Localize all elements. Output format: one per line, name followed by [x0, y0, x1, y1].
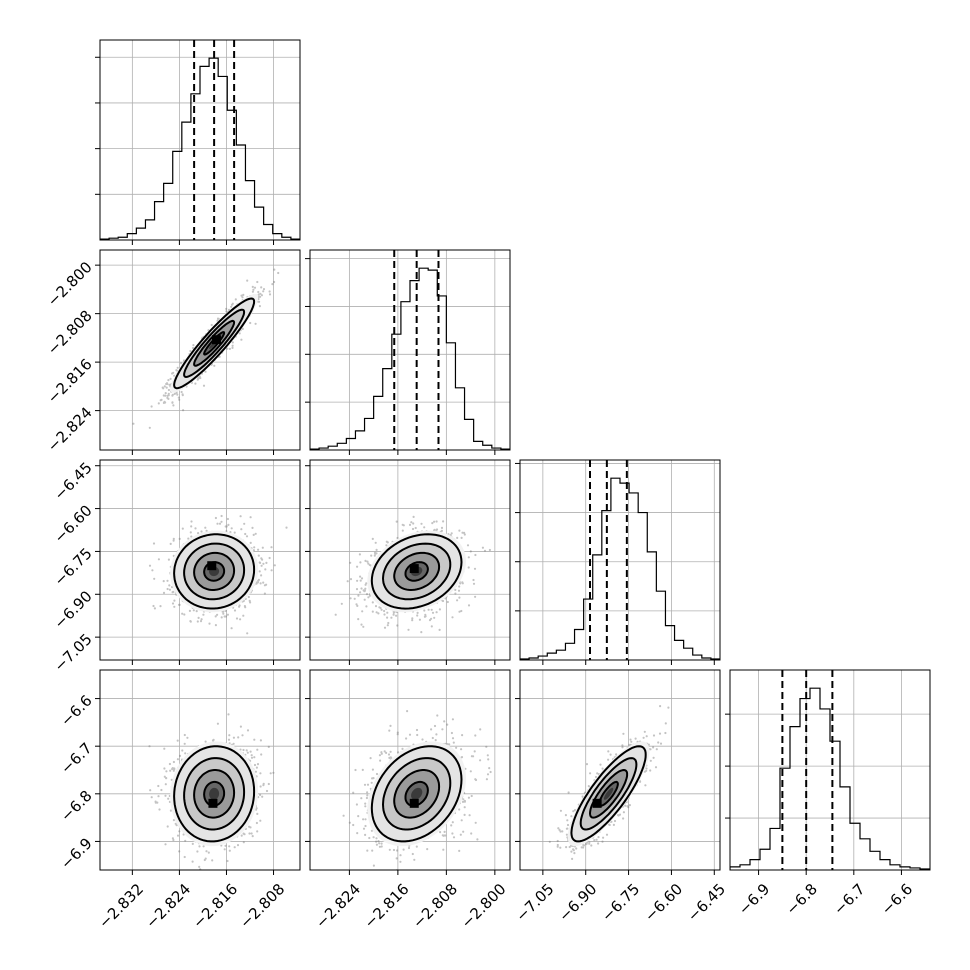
panel-frame: [309, 459, 511, 661]
panel-2-0: −7.05−6.90−6.75−6.60−6.45: [50, 459, 301, 675]
x-tick-label: −2.824: [312, 880, 364, 932]
panel-frame: [729, 669, 931, 871]
contour-line-3: [173, 297, 256, 390]
contour-line-0: [598, 780, 619, 807]
y-tick-label: −2.800: [44, 258, 96, 310]
y-tick-label: −6.90: [50, 587, 95, 632]
y-tick-label: −2.808: [44, 307, 96, 359]
density-2-0: [148, 514, 288, 635]
density-2-1: [334, 515, 492, 634]
density-peak: [211, 335, 221, 345]
x-tick-label: −6.90: [555, 880, 600, 925]
x-tick-label: −2.800: [458, 880, 510, 932]
panel-3-2: −7.05−6.90−6.75−6.60−6.45: [512, 669, 729, 925]
y-tick-label: −6.6: [57, 692, 95, 730]
contour-line-2: [579, 757, 638, 831]
x-tick-label: −2.832: [95, 880, 147, 932]
x-tick-label: −2.808: [236, 880, 288, 932]
x-tick-label: −2.808: [409, 880, 461, 932]
y-tick-label: −7.05: [50, 630, 95, 675]
panel-3-3: −6.9 −6.8 −6.7 −6.6: [725, 669, 931, 919]
panel-frame: [99, 669, 301, 871]
density-peak: [208, 798, 218, 808]
panel-3-0: −2.832−2.824−2.816−2.808 −6.9 −6.8 −6.7 −6.6: [57, 669, 301, 932]
x-tick-label: −6.60: [641, 880, 686, 925]
contour-line-2: [183, 542, 246, 601]
y-tick-label: −6.7: [57, 739, 95, 777]
panel-frame: [309, 249, 511, 451]
contour-line-2: [183, 308, 246, 379]
contour-line-0: [203, 561, 226, 582]
panel-3-1: −2.824−2.816−2.808−2.800: [305, 669, 511, 932]
x-tick-label: −6.7: [830, 880, 868, 918]
panel-frame: [99, 39, 301, 241]
x-tick-label: −2.816: [189, 880, 241, 932]
histogram-2: [520, 477, 720, 660]
panel-1-0: −2.824−2.816−2.808−2.800: [44, 249, 301, 456]
density-fill: [411, 787, 423, 800]
contour-line-2: [381, 757, 452, 831]
panel-frame: [309, 669, 511, 871]
contour-line-3: [370, 533, 463, 610]
x-tick-label: −6.6: [878, 880, 916, 918]
contour-line-0: [404, 780, 429, 807]
density-peak: [409, 798, 419, 808]
y-tick-label: −2.816: [44, 355, 96, 407]
contour-line-1: [393, 551, 441, 592]
y-tick-label: −6.8: [57, 787, 95, 825]
x-tick-label: −6.8: [782, 880, 820, 918]
contour-line-3: [570, 745, 647, 843]
density-fill: [209, 787, 220, 800]
histogram-0: [100, 57, 300, 240]
panel-2-2: [515, 459, 721, 665]
panel-frame: [519, 669, 721, 871]
contour-line-3: [173, 533, 256, 610]
x-tick-label: −6.9: [735, 880, 773, 918]
y-tick-label: −6.45: [50, 459, 95, 504]
density-peak: [207, 561, 217, 571]
density-peak: [592, 798, 602, 808]
contour-line-0: [404, 561, 429, 582]
histogram-1: [310, 267, 510, 450]
contour-line-1: [193, 769, 236, 819]
contour-line-0: [203, 780, 226, 807]
panel-frame: [99, 459, 301, 661]
density-3-1: [342, 710, 492, 870]
contour-line-2: [183, 757, 246, 831]
panel-2-1: [305, 459, 511, 665]
density-3-0: [148, 713, 275, 870]
panel-1-1: [305, 249, 511, 455]
density-fill: [603, 787, 614, 800]
contour-line-1: [393, 769, 441, 819]
contour-line-1: [193, 319, 236, 367]
y-tick-label: −2.824: [44, 404, 96, 456]
x-tick-label: −6.45: [684, 880, 729, 925]
panel-frame: [99, 249, 301, 451]
x-tick-label: −2.824: [142, 880, 194, 932]
contour-line-1: [588, 768, 629, 819]
x-tick-label: −6.75: [598, 880, 643, 925]
contour-line-2: [381, 542, 452, 601]
x-tick-label: −7.05: [512, 880, 557, 925]
contour-line-1: [193, 551, 236, 591]
x-tick-label: −2.816: [361, 880, 413, 932]
density-3-2: [548, 705, 670, 860]
histogram-3: [730, 687, 930, 870]
contour-line-3: [173, 745, 256, 843]
y-tick-label: −6.75: [50, 544, 95, 589]
panel-0-0: [95, 39, 301, 245]
contour-line-0: [203, 331, 226, 356]
panel-frame: [519, 459, 721, 661]
density-peak: [409, 564, 419, 574]
y-tick-label: −6.60: [50, 502, 95, 547]
density-1-0: [132, 268, 280, 429]
contour-line-3: [370, 745, 463, 843]
y-tick-label: −6.9: [57, 834, 95, 872]
